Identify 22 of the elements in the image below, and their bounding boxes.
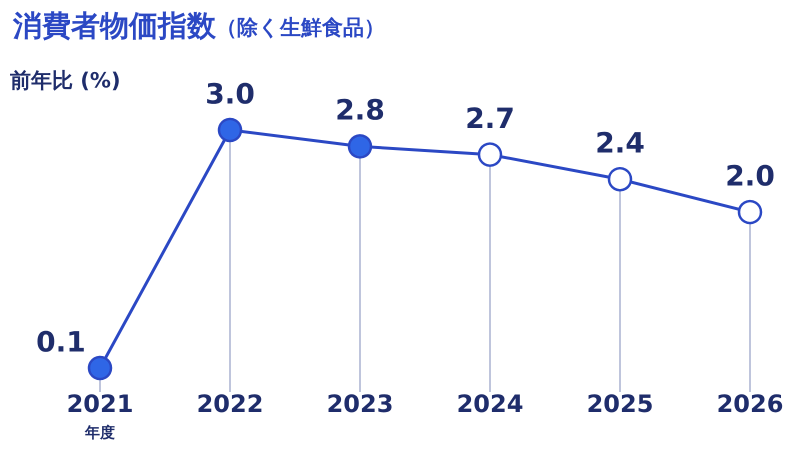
- x-tick-label: 2025: [586, 390, 654, 418]
- x-axis-title: 年度: [84, 424, 115, 442]
- x-tick-label: 2024: [456, 390, 524, 418]
- x-tick-label: 2026: [716, 390, 784, 418]
- point: [348, 134, 372, 159]
- chart-title: 消費者物価指数: [12, 8, 217, 42]
- chart-subtitle: （除く生鮮食品）: [216, 16, 385, 40]
- x-tick-label: 2022: [196, 390, 264, 418]
- x-tick-label: 2023: [326, 390, 394, 418]
- data-label: 2.8: [335, 94, 385, 127]
- point: [478, 142, 502, 167]
- data-label: 2.4: [595, 126, 645, 160]
- y-axis-title: 前年比 (%): [9, 68, 121, 92]
- point: [738, 200, 762, 224]
- point: [608, 166, 632, 192]
- x-tick-label: 2021: [66, 390, 134, 418]
- data-label: 0.1: [36, 326, 86, 358]
- point: [88, 356, 112, 380]
- data-label: 3.0: [205, 77, 255, 110]
- data-label: 2.7: [465, 102, 515, 135]
- data-label: 2.0: [725, 159, 775, 192]
- point: [218, 118, 242, 142]
